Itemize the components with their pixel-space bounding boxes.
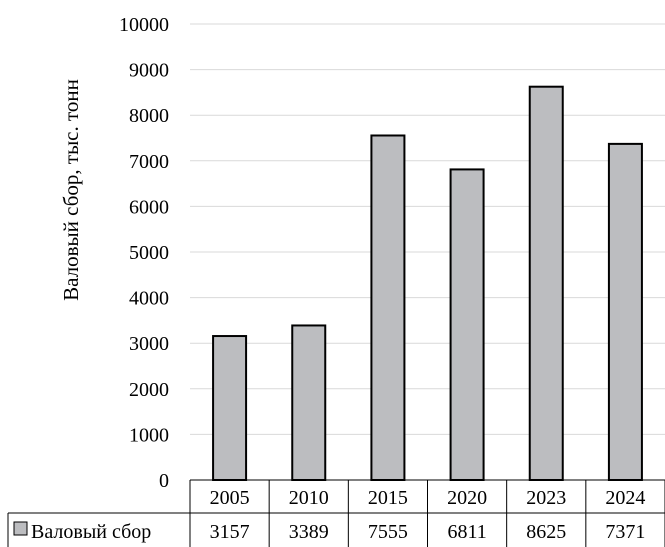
bar-2020 — [449, 168, 485, 481]
x-category-label: 2023 — [526, 487, 566, 509]
x-category-label: 2020 — [447, 487, 487, 509]
bar-2015 — [370, 134, 406, 481]
data-value-label: 7555 — [368, 521, 408, 543]
gridlines — [190, 23, 665, 435]
y-tick-label: 0 — [159, 470, 169, 492]
x-category-label: 2024 — [605, 487, 645, 509]
data-value-label: 3157 — [210, 521, 250, 543]
y-tick-label: 1000 — [129, 424, 169, 446]
y-tick-label: 3000 — [129, 333, 169, 355]
bar-2005 — [212, 335, 248, 481]
bar-2023 — [528, 85, 564, 481]
legend-swatch — [13, 521, 28, 536]
data-value-label: 7371 — [605, 521, 645, 543]
y-tick-label: 10000 — [119, 14, 169, 36]
x-category-label: 2010 — [289, 487, 329, 509]
x-category-label: 2015 — [368, 487, 408, 509]
bar-2024 — [607, 142, 643, 482]
y-tick-label: 8000 — [129, 105, 169, 127]
y-axis-tick-labels: 0 1000 2000 3000 4000 5000 6000 7000 8000 9000 100… — [119, 14, 169, 492]
y-tick-label: 7000 — [129, 151, 169, 173]
y-axis-title: Валовый сбор, тыс. тонн — [59, 79, 83, 301]
bar-2010 — [291, 324, 327, 482]
data-value-label: 3389 — [289, 521, 329, 543]
y-tick-label: 2000 — [129, 379, 169, 401]
data-value-label: 6811 — [447, 521, 486, 543]
bar-series — [212, 85, 643, 482]
y-tick-label: 4000 — [129, 288, 169, 310]
y-tick-label: 9000 — [129, 60, 169, 82]
x-category-label: 2005 — [210, 487, 250, 509]
y-tick-label: 6000 — [129, 196, 169, 218]
legend-label: Валовый сбор — [31, 521, 151, 543]
y-tick-label: 5000 — [129, 242, 169, 264]
data-value-label: 8625 — [526, 521, 566, 543]
data-table: 2005 3157 2010 3389 2015 7555 2020 6811 2023 8625… — [7, 479, 665, 547]
